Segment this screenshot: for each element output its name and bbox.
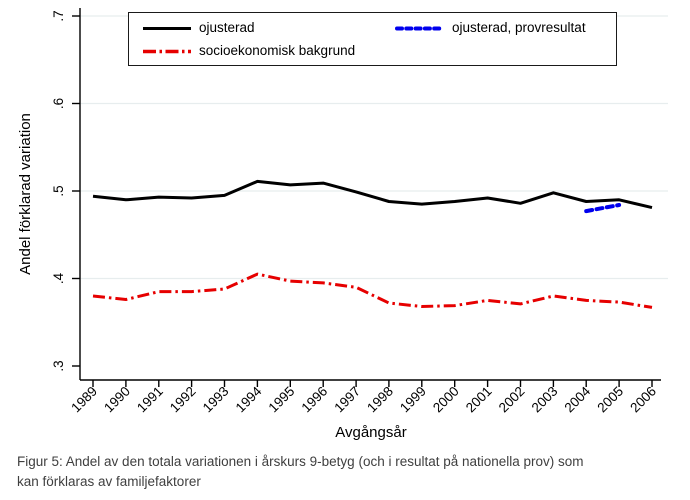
svg-text:1994: 1994 bbox=[233, 383, 265, 415]
legend-line-dashdot-icon bbox=[143, 49, 191, 54]
svg-text:1996: 1996 bbox=[298, 384, 330, 416]
svg-text:1993: 1993 bbox=[200, 384, 232, 416]
svg-text:2004: 2004 bbox=[561, 383, 593, 415]
figure-5-container: .3.4.5.6.7 1989 1990 1991 1992 1993 1994 1995 19… bbox=[17, 8, 668, 441]
figure-caption: Figur 5: Andel av den totala variationen… bbox=[17, 452, 690, 491]
legend-grid: ojusterad ojusterad, provresultat socioe… bbox=[142, 18, 616, 62]
y-axis-title: Andel förklarad variation bbox=[17, 113, 34, 275]
svg-text:2001: 2001 bbox=[463, 384, 495, 416]
legend-label-ojusterad: ojusterad bbox=[199, 20, 255, 35]
svg-text:.3: .3 bbox=[51, 360, 66, 371]
svg-text:1999: 1999 bbox=[397, 384, 429, 416]
legend: ojusterad ojusterad, provresultat socioe… bbox=[128, 12, 617, 66]
series-ojusterad-provresultat bbox=[584, 203, 622, 214]
series-ojusterad bbox=[92, 179, 653, 210]
svg-text:.7: .7 bbox=[51, 10, 66, 21]
legend-item-ojusterad: ojusterad bbox=[142, 18, 395, 38]
svg-text:2003: 2003 bbox=[529, 384, 561, 416]
svg-text:1991: 1991 bbox=[134, 384, 166, 416]
axes bbox=[79, 8, 661, 381]
figure-caption-line-1: Figur 5: Andel av den totala variationen… bbox=[17, 454, 584, 469]
svg-text:1997: 1997 bbox=[331, 384, 363, 416]
legend-label-provresultat: ojusterad, provresultat bbox=[452, 20, 586, 35]
svg-text:.6: .6 bbox=[51, 98, 66, 109]
svg-text:.4: .4 bbox=[51, 272, 66, 284]
legend-line-solid-icon bbox=[143, 26, 191, 30]
svg-text:1998: 1998 bbox=[364, 384, 396, 416]
x-axis-title: Avgångsår bbox=[335, 424, 406, 441]
series-socioekonomisk-bakgrund bbox=[92, 272, 653, 309]
svg-text:1995: 1995 bbox=[266, 384, 298, 416]
svg-text:1989: 1989 bbox=[68, 384, 100, 416]
y-axis: .3 .4 .5 .6 .7 bbox=[51, 10, 80, 372]
svg-text:2005: 2005 bbox=[594, 384, 626, 416]
legend-item-socioekonomisk: socioekonomisk bakgrund bbox=[142, 41, 395, 61]
legend-line-dashed-icon bbox=[395, 26, 445, 31]
legend-label-socioekonomisk: socioekonomisk bakgrund bbox=[199, 43, 356, 59]
svg-text:1990: 1990 bbox=[101, 384, 133, 416]
svg-text:1992: 1992 bbox=[167, 384, 199, 416]
svg-text:2000: 2000 bbox=[430, 384, 462, 416]
legend-item-provresultat: ojusterad, provresultat bbox=[395, 18, 616, 38]
svg-text:2002: 2002 bbox=[496, 384, 528, 416]
svg-text:2006: 2006 bbox=[627, 384, 659, 416]
svg-text:.5: .5 bbox=[51, 185, 66, 196]
x-axis: 1989 1990 1991 1992 1993 1994 1995 1996 1997 1998… bbox=[68, 380, 659, 415]
figure-caption-line-2: kan förklaras av familjefaktorer bbox=[17, 473, 201, 489]
